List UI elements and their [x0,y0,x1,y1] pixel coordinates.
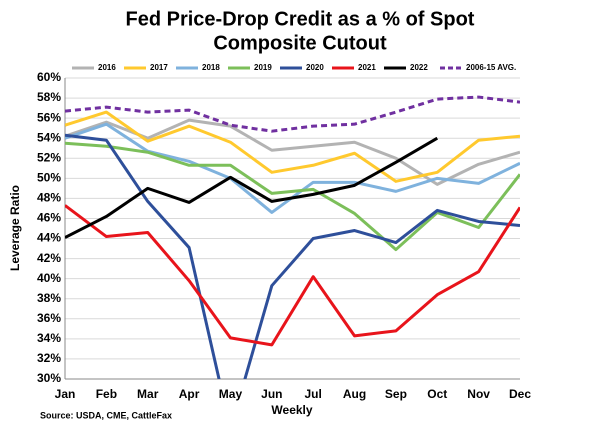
x-tick-label: Jul [305,387,322,401]
x-tick-label: Apr [179,387,200,401]
series-line [65,133,520,379]
y-tick-label: 30% [37,371,61,385]
y-tick-label: 48% [37,191,61,205]
legend-label: 2022 [410,63,428,72]
series-line [65,141,520,252]
legend-label: 2021 [358,63,376,72]
legend-label: 2018 [202,63,220,72]
series-line [65,204,520,347]
series-line [65,136,439,239]
y-axis-label: Leverage Ratio [8,185,22,271]
legend-label: 2019 [254,63,272,72]
x-tick-label: Jun [261,387,282,401]
x-tick-label: Feb [96,387,117,401]
x-axis-label: Weekly [271,403,312,417]
y-tick-label: 52% [37,150,61,164]
chart-title: Composite Cutout [213,32,387,54]
x-tick-label: Sep [385,387,407,401]
series-line [65,110,520,183]
y-tick-label: 38% [37,291,61,305]
chart-title: Fed Price-Drop Credit as a % of Spot [126,8,475,30]
x-tick-label: Nov [467,387,490,401]
legend-label: 2020 [306,63,324,72]
plot-lines [65,95,520,379]
x-tick-label: Oct [427,387,447,401]
legend-label: 2016 [98,63,116,72]
y-tick-label: 60% [37,70,61,84]
x-tick-label: Aug [343,387,366,401]
y-tick-label: 34% [37,331,61,345]
y-tick-label: 50% [37,171,61,185]
x-tick-label: Jan [55,387,76,401]
y-tick-label: 42% [37,251,61,265]
x-tick-label: Mar [137,387,159,401]
y-tick-label: 44% [37,231,61,245]
y-tick-label: 54% [37,130,61,144]
y-tick-label: 32% [37,351,61,365]
series-line [65,95,520,133]
y-tick-label: 58% [37,90,61,104]
y-tick-label: 46% [37,211,61,225]
y-tick-label: 40% [37,271,61,285]
x-tick-label: Dec [509,387,531,401]
legend-label: 2017 [150,63,168,72]
y-tick-label: 36% [37,311,61,325]
legend-label: 2006-15 AVG. [466,63,516,72]
x-tick-label: May [219,387,243,401]
y-tick-label: 56% [37,110,61,124]
source: Source: USDA, CME, CattleFax [40,410,172,420]
